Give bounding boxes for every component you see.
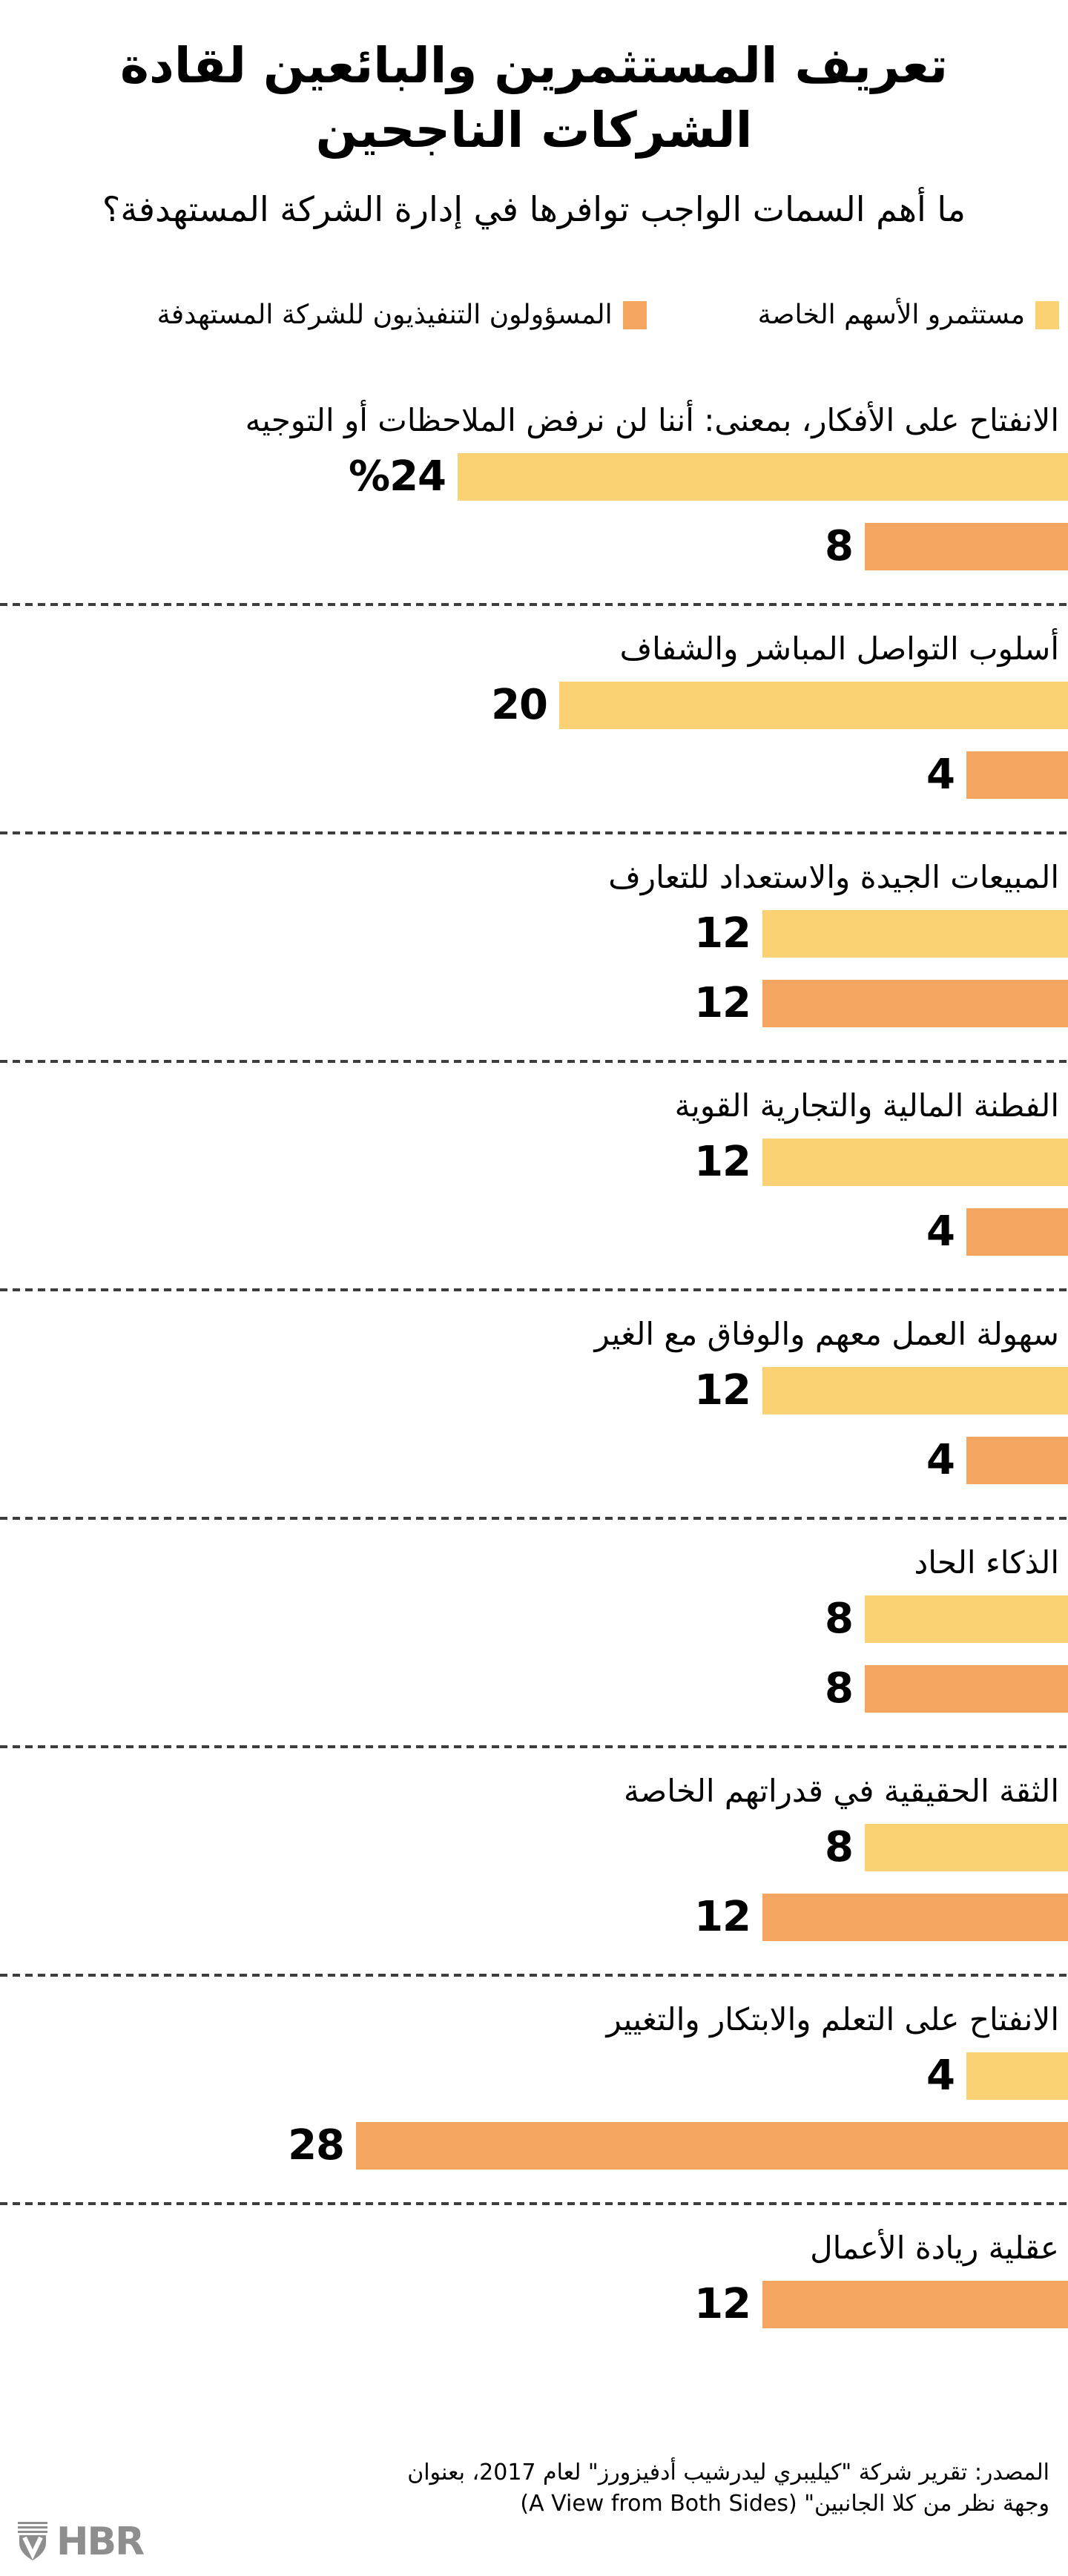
bar-value-label: 12: [694, 1893, 751, 1942]
bar-investors: [458, 453, 1068, 501]
bar-value-label: 28: [288, 2121, 345, 2170]
bars: 4 28: [0, 2052, 1068, 2170]
hbr-shield-icon: [16, 2522, 49, 2562]
category-label: الانفتاح على التعلم والابتكار والتغيير: [606, 2001, 1059, 2038]
bar-executives: [762, 1894, 1068, 1942]
bar-row: 12: [0, 910, 1068, 958]
bar-row: 4: [0, 751, 1068, 800]
bar-investors: [762, 910, 1068, 958]
bar-value-label: 20: [491, 681, 548, 730]
page-title: تعريف المستثمرين والبائعين لقادة الشركات…: [0, 33, 1068, 162]
bar-value-label: 12: [694, 1138, 751, 1187]
category-label: الذكاء الحاد: [914, 1544, 1059, 1581]
category-label: المبيعات الجيدة والاستعداد للتعارف: [608, 859, 1059, 896]
chart-group: الانفتاح على الأفكار، بمعنى: أننا لن نرف…: [0, 375, 1068, 603]
bar-row: 12: [0, 1893, 1068, 1942]
bar-executives: [966, 751, 1068, 800]
hbr-logo-text: HBR: [56, 2520, 145, 2564]
legend-swatch-executives-icon: [622, 300, 647, 329]
bar-value-label: %24: [348, 452, 446, 501]
bar-row: 4: [0, 1208, 1068, 1256]
bars: 12 12: [0, 910, 1068, 1028]
legend-item-investors: مستثمرو الأسهم الخاصة: [758, 300, 1059, 330]
infographic-page: تعريف المستثمرين والبائعين لقادة الشركات…: [0, 33, 1068, 2576]
bar-value-label: 8: [825, 1595, 854, 1644]
bar-value-label: 4: [926, 751, 955, 800]
chart-group: الثقة الحقيقية في قدراتهم الخاصة 8 12: [0, 1745, 1068, 1974]
bar-row: 28: [0, 2122, 1068, 2170]
bar-investors: [865, 1595, 1068, 1644]
source-line-2: وجهة نظر من كلا الجانبين" (A View from B…: [520, 2491, 1049, 2517]
bar-row: 12: [0, 1366, 1068, 1415]
bar-investors: [966, 2052, 1068, 2101]
chart-group: المبيعات الجيدة والاستعداد للتعارف 12 12: [0, 831, 1068, 1060]
bar-value-label: 8: [825, 1823, 854, 1872]
bars: 12 4: [0, 1139, 1068, 1256]
page-title-line-2: الشركات الناجحين: [315, 102, 753, 159]
bar-row: 4: [0, 2052, 1068, 2101]
hbr-logo: HBR: [16, 2520, 145, 2564]
bar-row: 4: [0, 1436, 1068, 1485]
bar-row: 12: [0, 979, 1068, 1028]
bar-value-label: 12: [694, 979, 751, 1028]
legend-label-investors: مستثمرو الأسهم الخاصة: [757, 300, 1025, 331]
category-label: الانفتاح على الأفكار، بمعنى: أننا لن نرف…: [245, 402, 1059, 439]
bar-value-label: 12: [694, 909, 751, 958]
category-label: أسلوب التواصل المباشر والشفاف: [619, 630, 1059, 668]
bar-row: 8: [0, 1823, 1068, 1872]
chart-group: سهولة العمل معهم والوفاق مع الغير 12 4: [0, 1288, 1068, 1517]
legend-swatch-investors-icon: [1035, 300, 1059, 329]
chart-groups: الانفتاح على الأفكار، بمعنى: أننا لن نرف…: [0, 375, 1068, 2361]
chart-group: الفطنة المالية والتجارية القوية 12 4: [0, 1060, 1068, 1288]
bar-value-label: 12: [694, 1366, 751, 1415]
bar-value-label: 4: [926, 1208, 955, 1256]
bar-value-label: 4: [926, 2052, 955, 2101]
bar-executives: [762, 980, 1068, 1028]
bar-investors: [762, 1139, 1068, 1187]
category-label: سهولة العمل معهم والوفاق مع الغير: [594, 1316, 1059, 1353]
legend-label-executives: المسؤولون التنفيذيون للشركة المستهدفة: [156, 300, 613, 331]
legend: مستثمرو الأسهم الخاصة المسؤولون التنفيذي…: [0, 300, 1068, 330]
bars: 12: [0, 2280, 1068, 2329]
bar-row: 12: [0, 2280, 1068, 2329]
bar-executives: [865, 1665, 1068, 1713]
source-line-1: المصدر: تقرير شركة "كيليبري ليدرشيب أدفي…: [407, 2460, 1049, 2486]
bar-investors: [559, 682, 1068, 730]
source-note: المصدر: تقرير شركة "كيليبري ليدرشيب أدفي…: [0, 2457, 1068, 2520]
bar-executives: [865, 523, 1068, 571]
chart-group: عقلية ريادة الأعمال 12: [0, 2202, 1068, 2361]
category-label: عقلية ريادة الأعمال: [810, 2230, 1059, 2267]
bars: 12 4: [0, 1366, 1068, 1485]
bar-investors: [865, 1824, 1068, 1872]
bar-executives: [966, 1208, 1068, 1256]
bar-value-label: 12: [694, 2280, 751, 2329]
bar-row: 8: [0, 1595, 1068, 1644]
bars: 8 12: [0, 1823, 1068, 1942]
bar-executives: [966, 1437, 1068, 1485]
bar-executives: [356, 2122, 1068, 2170]
bar-row: 12: [0, 1138, 1068, 1187]
category-label: الثقة الحقيقية في قدراتهم الخاصة: [624, 1773, 1059, 1810]
page-title-line-1: تعريف المستثمرين والبائعين لقادة: [119, 37, 948, 94]
bar-row: 8: [0, 522, 1068, 571]
page-subtitle: ما أهم السمات الواجب توافرها في إدارة ال…: [102, 189, 966, 230]
bar-value-label: 8: [825, 1664, 854, 1713]
bar-row: 20: [0, 681, 1068, 730]
bar-value-label: 4: [926, 1436, 955, 1485]
bar-row: %24: [0, 453, 1068, 501]
chart-group: أسلوب التواصل المباشر والشفاف 20 4: [0, 603, 1068, 831]
bar-row: 8: [0, 1665, 1068, 1713]
category-label: الفطنة المالية والتجارية القوية: [674, 1087, 1059, 1124]
bar-executives: [762, 2281, 1068, 2329]
bar-investors: [762, 1367, 1068, 1415]
bar-value-label: 8: [825, 522, 854, 571]
chart-group: الانفتاح على التعلم والابتكار والتغيير 4…: [0, 1974, 1068, 2202]
legend-item-executives: المسؤولون التنفيذيون للشركة المستهدفة: [157, 300, 647, 330]
bars: 20 4: [0, 681, 1068, 800]
bars: %24 8: [0, 453, 1068, 571]
